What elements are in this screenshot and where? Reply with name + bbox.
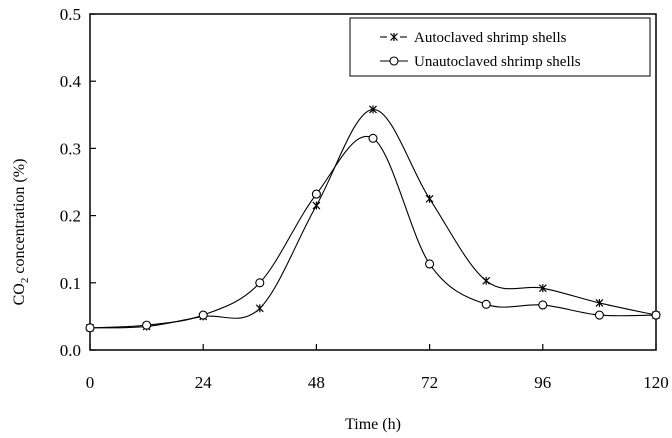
- legend-marker: [390, 33, 398, 41]
- y-tick-label: 0.4: [60, 72, 82, 91]
- data-point-series-2: [651, 310, 661, 320]
- data-point-series-2: [255, 278, 265, 288]
- data-point-series-1: [312, 201, 321, 210]
- x-tick-label: 96: [534, 373, 551, 392]
- y-axis-title-co: CO: [11, 283, 28, 305]
- legend-entry-label: Autoclaved shrimp shells: [414, 30, 567, 46]
- data-point-series-2: [425, 259, 435, 269]
- data-point-series-2: [142, 320, 152, 330]
- data-point-series-1: [482, 276, 491, 285]
- y-axis-title-rest: concentration (%): [11, 159, 28, 278]
- y-axis-title: CO2 concentration (%): [11, 159, 31, 306]
- data-point-series-2: [311, 189, 321, 199]
- tick-labels: 0.0 0.1 0.2 0.3 0.4 0.5 0 24 48 72 96 120: [60, 5, 669, 392]
- data-point-series-1: [538, 284, 547, 293]
- data-point-series-2: [85, 323, 95, 333]
- y-tick-label: 0.1: [60, 274, 81, 293]
- x-tick-label: 72: [421, 373, 438, 392]
- data-point-series-1: [255, 304, 264, 313]
- data-point-series-2: [368, 133, 378, 143]
- x-tick-label: 0: [86, 373, 95, 392]
- y-tick-label: 0.3: [60, 139, 81, 158]
- data-point-series-1: [425, 194, 434, 203]
- x-axis-title: Time (h): [345, 416, 401, 433]
- y-tick-label: 0.5: [60, 5, 81, 24]
- legend-box: [349, 17, 651, 77]
- legend: Autoclaved shrimp shells Unautoclaved shr…: [349, 17, 651, 77]
- x-tick-label: 120: [643, 373, 669, 392]
- data-point-series-2: [481, 299, 491, 309]
- plot-frame: [89, 13, 657, 351]
- x-tick-label: 48: [308, 373, 325, 392]
- y-tick-label: 0.2: [60, 207, 81, 226]
- data-series: [85, 105, 661, 333]
- y-tick-label: 0.0: [60, 341, 81, 360]
- y-axis-title-subscript: 2: [19, 278, 31, 284]
- series-line-2: [89, 135, 657, 329]
- data-point-series-1: [595, 298, 604, 307]
- legend-entry-label: Unautoclaved shrimp shells: [414, 54, 581, 70]
- x-tick-label: 24: [195, 373, 213, 392]
- data-point-series-2: [538, 300, 548, 310]
- data-point-series-1: [369, 105, 377, 114]
- axes: [89, 13, 657, 351]
- data-point-series-2: [198, 310, 208, 320]
- legend-marker: [389, 56, 399, 66]
- data-point-series-2: [594, 310, 604, 320]
